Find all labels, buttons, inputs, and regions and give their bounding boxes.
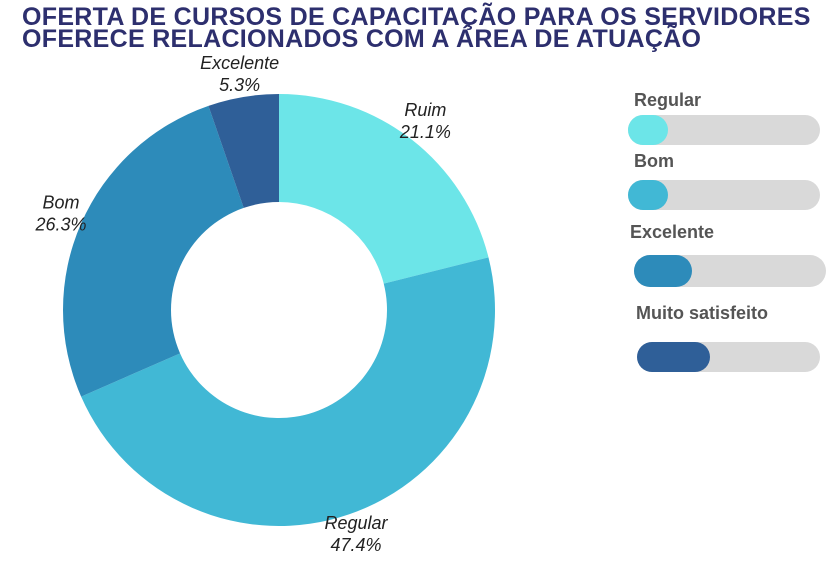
panel-fill [634, 255, 692, 287]
panel-fill [628, 115, 668, 145]
panel-fill [628, 180, 668, 210]
panel-label: Excelente [630, 222, 714, 242]
slice-label: Ruim [404, 100, 446, 120]
value-label: 5.3% [219, 75, 260, 95]
slice-label: Regular [324, 513, 388, 533]
panel-track [628, 180, 820, 210]
value-label: 26.3% [34, 214, 86, 234]
panel-label: Bom [634, 151, 674, 171]
panel-fill [637, 342, 710, 372]
value-label: 21.1% [399, 122, 451, 142]
panel: Regular Bom Excelente Muito satisfeito [628, 90, 826, 372]
panel-track [628, 115, 820, 145]
panel-label: Muito satisfeito [636, 303, 768, 323]
donut-slice [208, 94, 279, 208]
donut-slice [279, 94, 489, 284]
donut-slice [81, 257, 495, 526]
value-label: 47.4% [330, 535, 381, 555]
slice-label: Excelente [200, 53, 279, 73]
donut-slice [63, 105, 244, 397]
slice-label: Bom [42, 192, 79, 212]
panel-label: Regular [634, 90, 701, 110]
chart-title: OFERTA DE CURSOS DE CAPACITAÇÃO PARA OS … [22, 3, 811, 53]
